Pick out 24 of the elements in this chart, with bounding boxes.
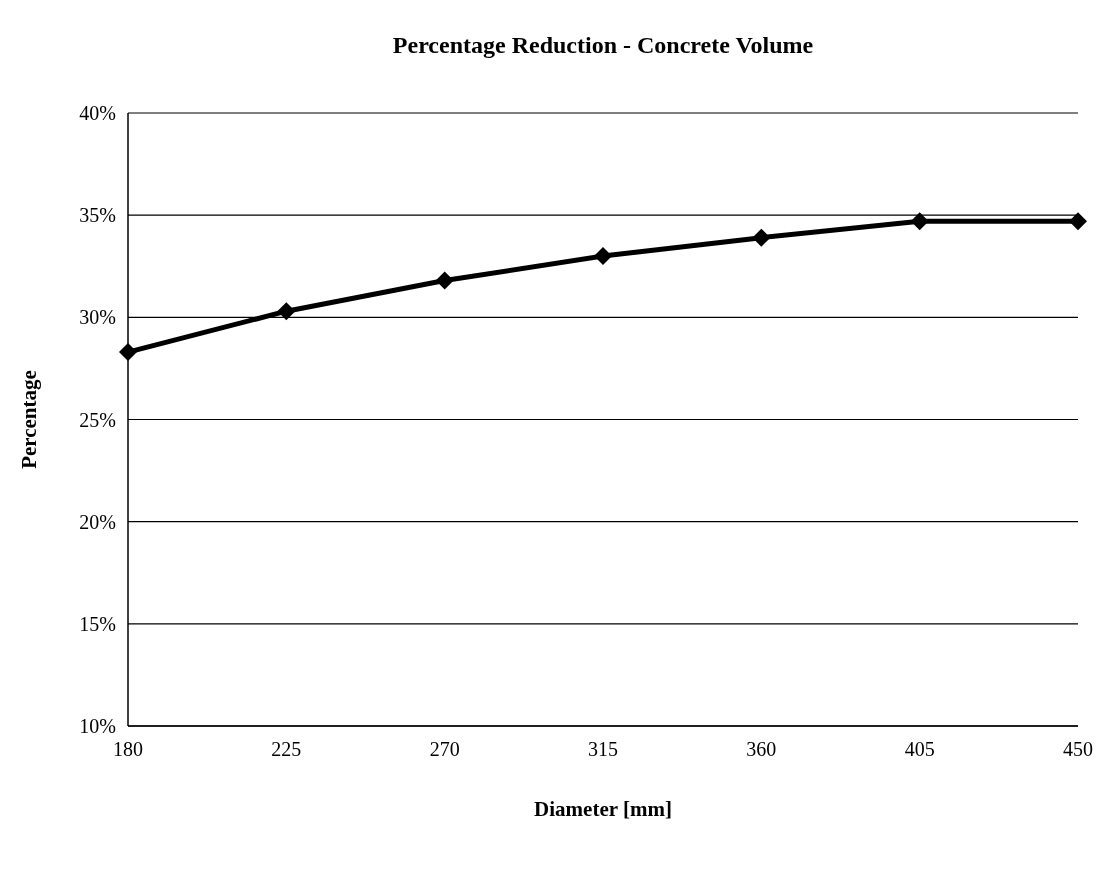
point	[910, 212, 929, 231]
point	[1069, 212, 1087, 231]
y-tick-label: 15%	[79, 612, 116, 635]
point	[752, 228, 771, 247]
x-tick-label: 225	[271, 738, 302, 760]
y-tick-label: 25%	[79, 408, 116, 431]
point	[594, 247, 612, 266]
point	[119, 343, 137, 362]
x-tick-label: 315	[588, 738, 618, 760]
x-tick-label: 405	[904, 738, 935, 760]
y-tick-label: 20%	[79, 510, 116, 533]
point	[435, 271, 454, 290]
x-tick-label: 360	[746, 738, 777, 760]
y-tick-label: 40%	[79, 102, 116, 124]
y-tick-label: 10%	[79, 715, 116, 737]
x-tick-label: 270	[429, 738, 460, 760]
x-tick-label: 180	[113, 738, 143, 760]
y-tick-label: 35%	[79, 204, 116, 227]
point	[277, 302, 296, 321]
x-axis-title: Diameter [mm]	[534, 797, 672, 821]
x-tick-label: 450	[1063, 738, 1093, 760]
chart-title: Percentage Reduction - Concrete Volume	[392, 32, 814, 58]
y-axis-title: Percentage	[17, 370, 41, 469]
y-tick-label: 30%	[79, 306, 116, 329]
